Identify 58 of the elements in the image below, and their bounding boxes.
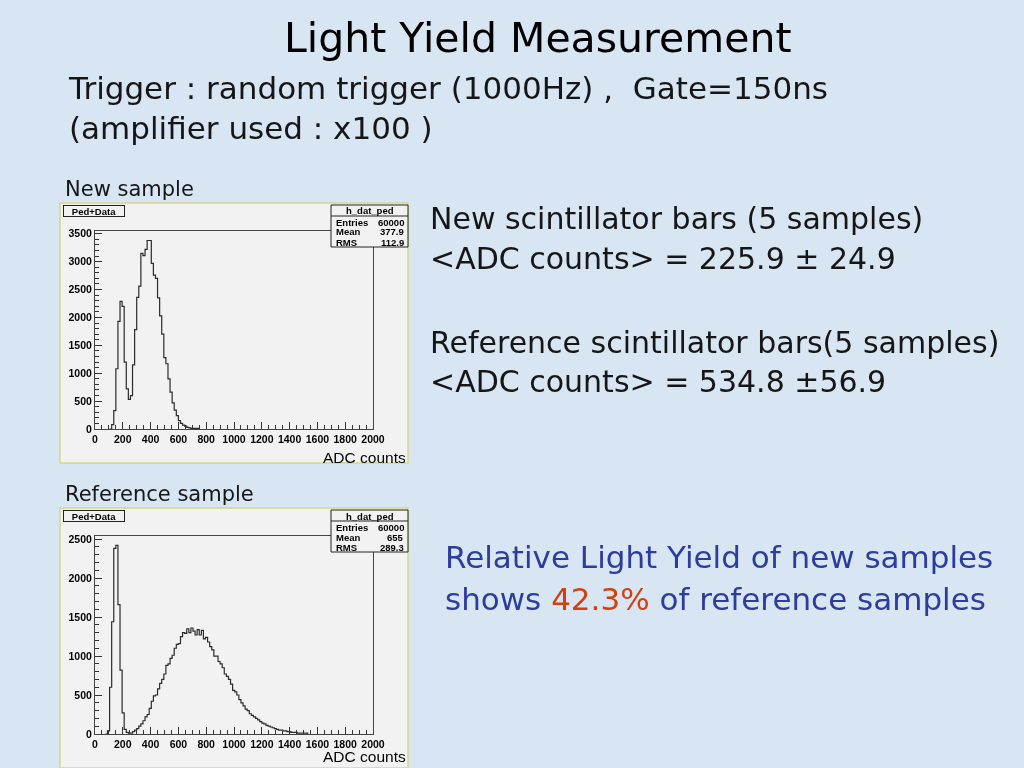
x-tick-label: 1200 bbox=[250, 432, 274, 445]
y-tick-label: 2500 bbox=[68, 532, 93, 545]
x-tick-label: 1400 bbox=[277, 737, 302, 750]
x-tick-label: 1600 bbox=[305, 737, 330, 750]
x-tick-label: 1200 bbox=[250, 737, 274, 750]
text: Trigger : random trigger (1000Hz) , Gate=150ns (amplifier used : x100 ) bbox=[68, 70, 828, 147]
y-tick-label: 1500 bbox=[68, 610, 93, 623]
x-tick-label: 200 bbox=[114, 737, 132, 750]
x-tick-label: 800 bbox=[197, 737, 216, 750]
x-axis-title: ADC counts bbox=[323, 449, 406, 466]
text: RMS 112.9 bbox=[336, 237, 405, 248]
text: Reference scintillator bars(5 samples) bbox=[430, 325, 1000, 360]
x-tick-label: 600 bbox=[169, 432, 188, 445]
text: Mean 377.9 bbox=[336, 226, 404, 237]
x-tick-label: 200 bbox=[114, 432, 132, 445]
y-tick-label: 3000 bbox=[68, 255, 93, 268]
x-tick-label: 800 bbox=[197, 432, 216, 445]
x-tick-label: 1800 bbox=[333, 737, 358, 750]
y-tick-label: 2000 bbox=[68, 311, 93, 324]
chart-subtitle: Ped+Data bbox=[71, 205, 117, 217]
x-tick-label: 2000 bbox=[361, 432, 385, 445]
text: 42.3% bbox=[551, 581, 650, 617]
chart-title: Reference sample bbox=[65, 482, 254, 506]
text: Entries 60000 bbox=[336, 522, 405, 533]
text: Mean 655 bbox=[336, 532, 403, 543]
y-tick-label: 3500 bbox=[68, 227, 93, 240]
x-tick-label: 1000 bbox=[222, 737, 246, 750]
text: Light Yield Measurement bbox=[284, 14, 792, 62]
chart-title: New sample bbox=[65, 177, 194, 201]
y-tick-label: 500 bbox=[74, 394, 93, 407]
x-tick-label: 400 bbox=[141, 432, 160, 445]
x-tick-label: 600 bbox=[169, 737, 188, 750]
text: New scintillator bars (5 samples) bbox=[430, 201, 924, 236]
text: h_dat_ped bbox=[346, 205, 394, 216]
text: <ADC counts> = 534.8 ±56.9 bbox=[430, 364, 887, 399]
y-tick-label: 1000 bbox=[68, 366, 93, 379]
x-tick-label: 2000 bbox=[361, 737, 385, 750]
text: shows bbox=[445, 581, 542, 617]
text: of reference samples bbox=[659, 581, 986, 617]
x-tick-label: 1400 bbox=[277, 432, 302, 445]
x-tick-label: 1000 bbox=[222, 432, 246, 445]
x-tick-label: 1600 bbox=[305, 432, 330, 445]
y-tick-label: 500 bbox=[74, 688, 93, 701]
x-tick-label: 1800 bbox=[333, 432, 358, 445]
y-tick-label: 0 bbox=[86, 422, 93, 435]
x-tick-label: 400 bbox=[141, 737, 160, 750]
text: Entries 60000 bbox=[336, 217, 405, 228]
x-axis-title: ADC counts bbox=[323, 748, 406, 765]
y-tick-label: 2000 bbox=[68, 571, 93, 584]
text: <ADC counts> = 225.9 ± 24.9 bbox=[430, 241, 896, 276]
y-tick-label: 1000 bbox=[68, 649, 93, 662]
y-tick-label: 2500 bbox=[68, 283, 93, 296]
y-tick-label: 0 bbox=[86, 727, 93, 740]
text: RMS 289.3 bbox=[336, 542, 404, 553]
text: Relative Light Yield of new samples bbox=[445, 539, 994, 575]
chart-subtitle: Ped+Data bbox=[71, 510, 117, 522]
text: h_dat_ped bbox=[346, 511, 394, 522]
y-tick-label: 1500 bbox=[68, 339, 93, 352]
